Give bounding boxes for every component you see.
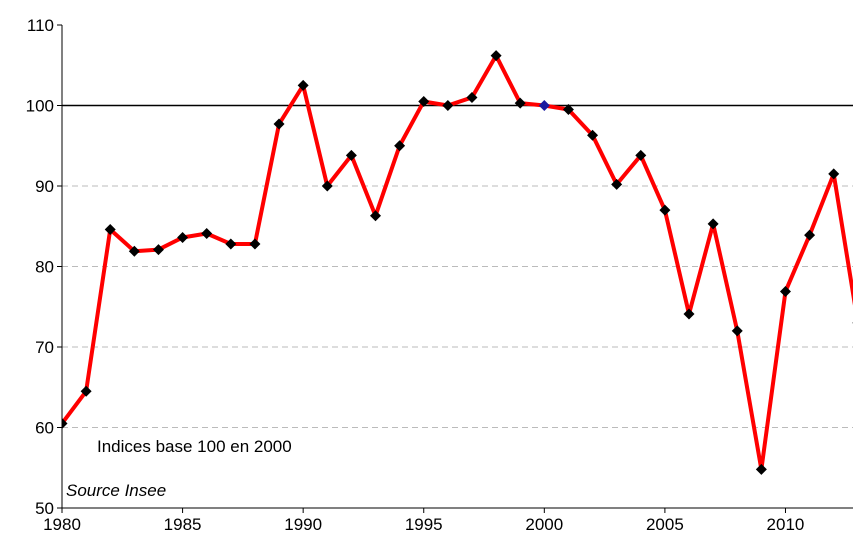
marker: [128, 245, 140, 257]
x-tick-label: 1990: [284, 515, 322, 534]
marker: [297, 79, 309, 91]
marker: [370, 210, 382, 222]
marker: [514, 97, 526, 109]
marker: [779, 285, 791, 297]
x-tick-label: 2000: [525, 515, 563, 534]
marker: [683, 308, 695, 320]
marker: [80, 385, 92, 397]
marker: [490, 50, 502, 62]
marker: [418, 95, 430, 107]
marker: [755, 463, 767, 475]
y-tick-label: 70: [35, 338, 54, 357]
marker: [177, 232, 189, 244]
marker: [201, 227, 213, 239]
marker: [321, 180, 333, 192]
y-tick-label: 80: [35, 258, 54, 277]
marker: [62, 417, 68, 429]
series-line: [62, 53, 853, 472]
marker: [104, 223, 116, 235]
annotation: Source Insee: [66, 481, 166, 500]
marker: [562, 104, 574, 116]
marker: [635, 149, 647, 161]
y-tick-label: 110: [27, 16, 54, 35]
x-tick-label: 1985: [164, 515, 202, 534]
marker: [249, 238, 261, 250]
plot-area: [62, 50, 853, 475]
marker: [731, 325, 743, 337]
marker: [538, 100, 550, 111]
marker: [466, 91, 478, 103]
marker: [804, 229, 816, 241]
x-tick-label: 2005: [646, 515, 684, 534]
x-tick-label: 1980: [43, 515, 81, 534]
marker: [273, 118, 285, 130]
marker: [659, 204, 671, 216]
annotation: Indices base 100 en 2000: [97, 437, 292, 456]
marker: [707, 218, 719, 230]
marker: [345, 149, 357, 161]
marker: [225, 238, 237, 250]
marker: [611, 178, 623, 190]
y-tick-label: 50: [35, 499, 54, 518]
marker: [587, 129, 599, 141]
x-tick-label: 1995: [405, 515, 443, 534]
x-tick-label: 2010: [767, 515, 805, 534]
marker: [442, 100, 454, 111]
marker: [394, 140, 406, 152]
y-tick-label: 60: [35, 419, 54, 438]
y-tick-label: 90: [35, 177, 54, 196]
marker: [828, 168, 840, 180]
y-tick-label: 100: [26, 97, 54, 116]
marker: [152, 244, 164, 256]
